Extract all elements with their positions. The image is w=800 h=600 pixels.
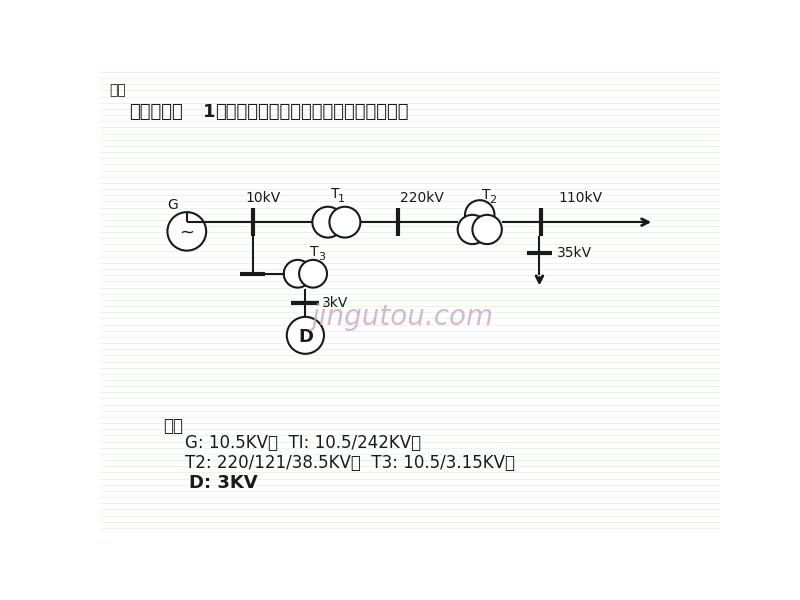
Text: G: 10.5KV；  TI: 10.5/242KV；: G: 10.5KV； TI: 10.5/242KV； — [163, 434, 421, 452]
Text: D: D — [298, 328, 313, 346]
Text: ~: ~ — [179, 224, 194, 242]
Circle shape — [458, 215, 487, 244]
Circle shape — [312, 207, 343, 238]
Text: 3kV: 3kV — [322, 296, 349, 310]
Text: 章一: 章一 — [110, 83, 126, 97]
Text: jingutou.com: jingutou.com — [311, 303, 494, 331]
Circle shape — [284, 260, 312, 287]
Text: 2: 2 — [490, 195, 497, 205]
Text: 220kV: 220kV — [400, 191, 443, 205]
Circle shape — [167, 212, 206, 251]
Text: T: T — [310, 245, 319, 259]
Circle shape — [330, 207, 361, 238]
Text: 1: 1 — [203, 103, 215, 121]
Text: 3: 3 — [318, 252, 325, 262]
Text: 1: 1 — [338, 194, 346, 204]
Text: G: G — [167, 198, 178, 212]
Circle shape — [286, 317, 324, 354]
Text: 中发电机、变压器和电动机的额定电压。: 中发电机、变压器和电动机的额定电压。 — [214, 103, 408, 121]
Text: T: T — [482, 188, 490, 202]
Text: 解：: 解： — [163, 417, 183, 435]
Text: 110kV: 110kV — [558, 191, 602, 205]
Circle shape — [465, 200, 494, 229]
Circle shape — [299, 260, 327, 287]
Text: D: 3KV: D: 3KV — [163, 474, 257, 492]
Text: 10kV: 10kV — [245, 191, 280, 205]
Text: 一．标出图: 一．标出图 — [130, 103, 183, 121]
Circle shape — [472, 215, 502, 244]
Text: 35kV: 35kV — [557, 246, 592, 260]
Text: T2: 220/121/38.5KV；  T3: 10.5/3.15KV；: T2: 220/121/38.5KV； T3: 10.5/3.15KV； — [163, 454, 514, 472]
Text: T: T — [330, 187, 339, 202]
